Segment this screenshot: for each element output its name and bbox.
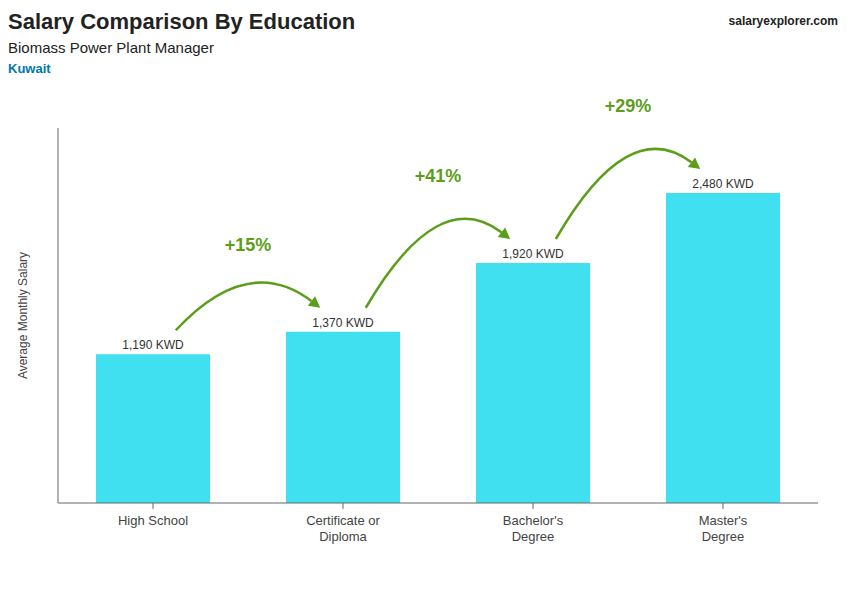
svg-text:1,190 KWD: 1,190 KWD: [122, 338, 184, 352]
html-text:Salary Comparison By Education: Salary Comparison By Education: [8, 9, 356, 34]
svg-text:Certificate orDiploma: Certificate orDiploma: [306, 513, 380, 544]
svg-text:1,920 KWD: 1,920 KWD: [502, 247, 564, 261]
svg-text:2,480 KWD: 2,480 KWD: [692, 177, 754, 191]
svg-text:Average Monthly Salary: Average Monthly Salary: [16, 252, 30, 379]
svg-text:+41%: +41%: [415, 166, 462, 186]
svg-text:High School: High School: [118, 513, 188, 528]
html-text:Kuwait: Kuwait: [8, 61, 51, 76]
html-text:salaryexplorer.com: salaryexplorer.com: [728, 14, 838, 28]
svg-text:Master'sDegree: Master'sDegree: [699, 513, 748, 544]
svg-text:+15%: +15%: [225, 235, 272, 255]
svg-text:Bachelor'sDegree: Bachelor'sDegree: [503, 513, 564, 544]
svg-text:+29%: +29%: [605, 96, 652, 116]
html-text:Biomass Power Plant Manager: Biomass Power Plant Manager: [8, 39, 214, 56]
svg-text:1,370 KWD: 1,370 KWD: [312, 316, 374, 330]
